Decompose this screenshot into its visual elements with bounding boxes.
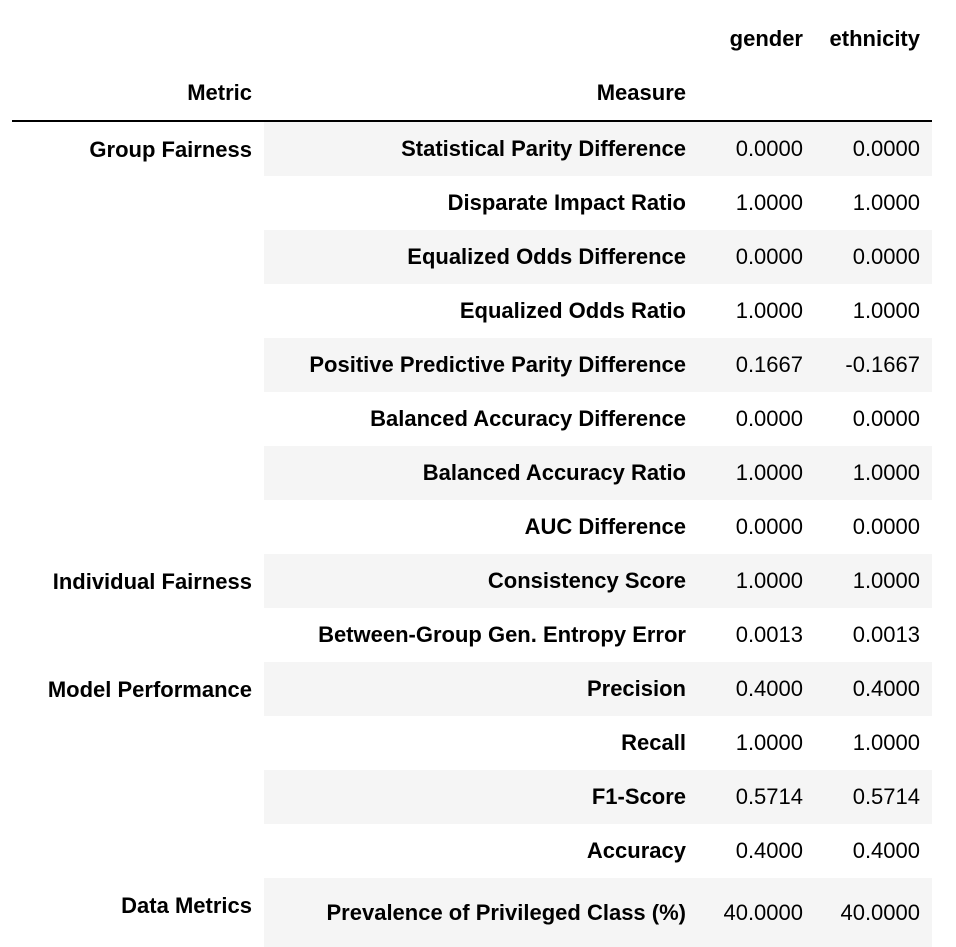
ethnicity-value-cell: 0.5714 xyxy=(815,770,932,824)
header-blank-cell xyxy=(264,12,698,66)
gender-value-cell: 0.4000 xyxy=(698,824,815,878)
measure-label: Prevalence of Privileged Class (%) xyxy=(264,878,698,947)
ethnicity-value-cell: 0.0000 xyxy=(815,500,932,554)
metric-group-label: Individual Fairness xyxy=(12,554,264,662)
measure-label: AUC Difference xyxy=(264,500,698,554)
header-blank-cell xyxy=(698,66,815,122)
gender-value-cell: 1.0000 xyxy=(698,176,815,230)
measure-label: Recall xyxy=(264,716,698,770)
ethnicity-value-cell: 1.0000 xyxy=(815,176,932,230)
measure-label: Between-Group Gen. Entropy Error xyxy=(264,608,698,662)
table-row: Individual Fairness Consistency Score 1.00… xyxy=(12,554,932,662)
ethnicity-value-cell: 1.0000 xyxy=(815,716,932,770)
gender-value-cell: 0.5714 xyxy=(698,770,815,824)
ethnicity-value-cell: 1.0000 xyxy=(815,446,932,500)
gender-value-cell: 0.4000 xyxy=(698,662,815,716)
ethnicity-value-cell: 0.4000 xyxy=(815,662,932,716)
table-row: Between-Group Gen. Entropy Error 0.0013 0.… xyxy=(12,608,932,662)
gender-value-cell: 40.0000 xyxy=(698,878,815,947)
index-header-metric: Metric xyxy=(12,66,264,122)
header-blank-cell xyxy=(815,66,932,122)
header-blank-cell xyxy=(12,12,264,66)
gender-value-cell: 1.0000 xyxy=(698,554,815,608)
fairness-metrics-table: gender ethnicity Metric Measure Group Fa… xyxy=(12,12,932,947)
table-row: Balanced Accuracy Difference 0.0000 0.0000 xyxy=(12,392,932,446)
measure-label: Equalized Odds Ratio xyxy=(264,284,698,338)
measure-label: Balanced Accuracy Ratio xyxy=(264,446,698,500)
ethnicity-value-cell: 0.4000 xyxy=(815,824,932,878)
ethnicity-value-cell: 0.0000 xyxy=(815,121,932,176)
measure-label: Equalized Odds Difference xyxy=(264,230,698,284)
column-header-gender: gender xyxy=(729,26,803,51)
table-row: Group Fairness Statistical Parity Differe… xyxy=(12,121,932,554)
gender-value-cell: 0.0000 xyxy=(698,230,815,284)
measure-label: Statistical Parity Difference xyxy=(264,121,698,176)
measure-label: Consistency Score xyxy=(264,554,698,608)
table-body: Group Fairness Statistical Parity Differe… xyxy=(12,121,932,947)
gender-value-cell: 1.0000 xyxy=(698,716,815,770)
table-row: F1-Score 0.5714 0.5714 xyxy=(12,770,932,824)
gender-value-cell: 1.0000 xyxy=(698,446,815,500)
table-row: Data Metrics Prevalence of Privileged Cla… xyxy=(12,878,932,947)
table-row: Accuracy 0.4000 0.4000 xyxy=(12,824,932,878)
column-header-row: gender ethnicity xyxy=(12,12,932,66)
table-header: gender ethnicity Metric Measure xyxy=(12,12,932,122)
gender-value-cell: 0.0013 xyxy=(698,608,815,662)
table-row: AUC Difference 0.0000 0.0000 xyxy=(12,500,932,554)
measure-label: Positive Predictive Parity Difference xyxy=(264,338,698,392)
measure-label: F1-Score xyxy=(264,770,698,824)
ethnicity-value-cell: 1.0000 xyxy=(815,554,932,608)
ethnicity-value-cell: 40.0000 xyxy=(815,878,932,947)
table-row: Positive Predictive Parity Difference 0.1… xyxy=(12,338,932,392)
metric-group-label: Group Fairness xyxy=(12,121,264,554)
index-header-measure: Measure xyxy=(264,66,698,122)
measure-label: Disparate Impact Ratio xyxy=(264,176,698,230)
ethnicity-value-cell: 1.0000 xyxy=(815,284,932,338)
ethnicity-value-cell: 0.0000 xyxy=(815,230,932,284)
measure-label: Precision xyxy=(264,662,698,716)
fairness-metrics-table-container: gender ethnicity Metric Measure Group Fa… xyxy=(12,12,932,947)
measure-label: Balanced Accuracy Difference xyxy=(264,392,698,446)
table-row: Balanced Accuracy Ratio 1.0000 1.0000 xyxy=(12,446,932,500)
metric-group-label: Data Metrics xyxy=(12,878,264,947)
gender-value-cell: 1.0000 xyxy=(698,284,815,338)
table-row: Disparate Impact Ratio 1.0000 1.0000 xyxy=(12,176,932,230)
gender-value-cell: 0.1667 xyxy=(698,338,815,392)
ethnicity-value-cell: 0.0013 xyxy=(815,608,932,662)
measure-label: Accuracy xyxy=(264,824,698,878)
table-row: Equalized Odds Ratio 1.0000 1.0000 xyxy=(12,284,932,338)
ethnicity-value-cell: -0.1667 xyxy=(815,338,932,392)
metric-group-label: Model Performance xyxy=(12,662,264,878)
column-header-ethnicity: ethnicity xyxy=(829,26,920,51)
index-header-row: Metric Measure xyxy=(12,66,932,122)
gender-value-cell: 0.0000 xyxy=(698,121,815,176)
gender-value-cell: 0.0000 xyxy=(698,500,815,554)
table-row: Equalized Odds Difference 0.0000 0.0000 xyxy=(12,230,932,284)
gender-value-cell: 0.0000 xyxy=(698,392,815,446)
table-row: Recall 1.0000 1.0000 xyxy=(12,716,932,770)
ethnicity-value-cell: 0.0000 xyxy=(815,392,932,446)
table-row: Model Performance Precision 0.4000 0.4000 xyxy=(12,662,932,878)
